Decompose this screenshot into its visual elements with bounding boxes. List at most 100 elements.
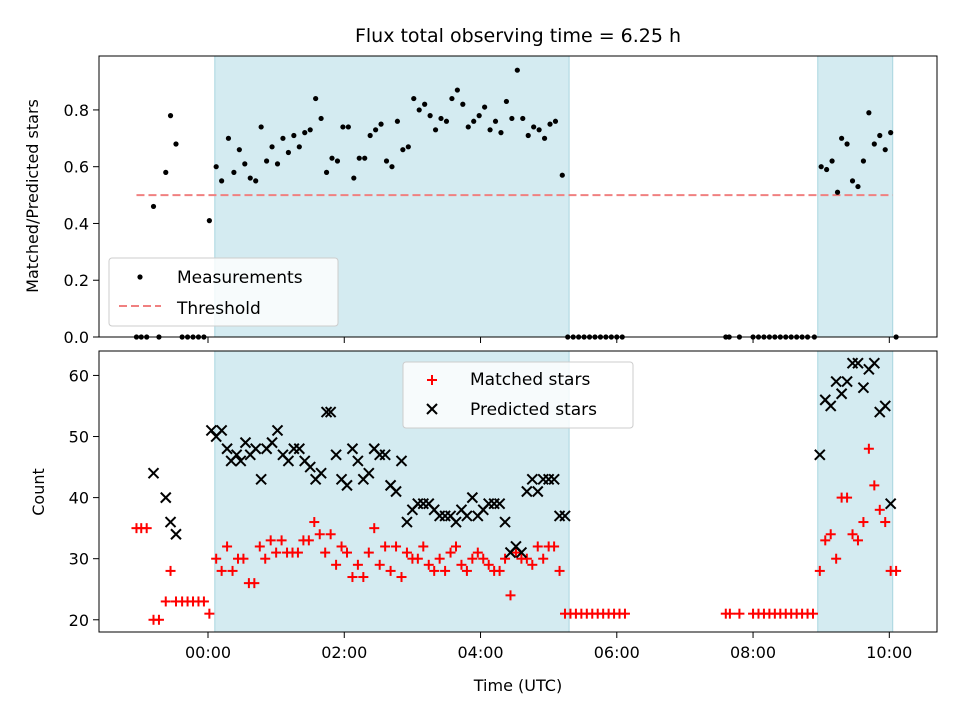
xtick-label: 04:00 bbox=[457, 643, 503, 662]
measurement-point bbox=[219, 178, 225, 184]
bottom-y-label: Count bbox=[29, 468, 48, 516]
predicted-star-point bbox=[521, 485, 533, 498]
matched-star-point bbox=[831, 553, 842, 564]
predicted-star-point bbox=[450, 516, 462, 528]
legend-matched-label: Matched stars bbox=[470, 370, 590, 390]
measurement-point bbox=[818, 164, 824, 170]
predicted-star-point bbox=[147, 467, 160, 479]
bottom-window-1 bbox=[817, 350, 894, 633]
matched-star-point bbox=[336, 541, 347, 552]
matched-star-point bbox=[724, 608, 735, 619]
measurement-point bbox=[150, 203, 157, 210]
matched-star-point bbox=[510, 547, 521, 558]
measurement-point bbox=[829, 158, 835, 164]
matched-star-point bbox=[467, 553, 478, 564]
matched-star-point bbox=[396, 572, 407, 583]
predicted-star-point bbox=[352, 455, 364, 467]
predicted-star-point bbox=[266, 436, 278, 449]
measurement-point bbox=[849, 178, 856, 184]
predicted-star-point bbox=[293, 443, 306, 455]
measurement-point bbox=[498, 130, 504, 136]
measurement-point bbox=[307, 127, 313, 133]
matched-star-point bbox=[352, 559, 363, 570]
measurement-point bbox=[269, 144, 275, 150]
measurement-point bbox=[438, 115, 444, 122]
matched-star-point bbox=[374, 559, 385, 570]
matched-star-point bbox=[216, 565, 227, 576]
measurement-point bbox=[173, 141, 179, 147]
measurement-point bbox=[264, 158, 270, 164]
measurement-point bbox=[280, 135, 286, 141]
matched-star-point bbox=[852, 535, 863, 546]
measurement-point bbox=[449, 95, 455, 102]
matched-star-point bbox=[204, 608, 215, 619]
measurement-point bbox=[487, 127, 493, 133]
matched-star-point bbox=[331, 559, 342, 570]
bottom-ytick-label: 60 bbox=[69, 366, 89, 385]
predicted-star-point bbox=[857, 381, 870, 394]
predicted-star-point bbox=[532, 485, 544, 498]
predicted-star-point bbox=[170, 528, 182, 540]
measurement-point bbox=[258, 124, 264, 130]
matched-star-point bbox=[222, 541, 233, 552]
top-ytick-label: 0.8 bbox=[64, 101, 89, 120]
measurement-point bbox=[247, 175, 253, 181]
xtick-label: 10:00 bbox=[866, 643, 912, 662]
legend-measurements-marker bbox=[137, 274, 143, 280]
matched-star-point bbox=[434, 553, 445, 564]
matched-star-point bbox=[380, 541, 391, 552]
matched-star-point bbox=[874, 504, 885, 515]
legend-measurements-label: Measurements bbox=[177, 268, 303, 288]
matched-star-point bbox=[309, 517, 320, 528]
bottom-ytick-label: 40 bbox=[69, 489, 89, 508]
matched-star-point bbox=[619, 608, 630, 619]
predicted-star-point bbox=[315, 467, 327, 479]
predicted-star-point bbox=[493, 498, 506, 510]
measurement-point bbox=[389, 164, 395, 170]
matched-star-point bbox=[401, 547, 412, 558]
matched-star-point bbox=[440, 565, 451, 576]
measurement-point bbox=[242, 161, 248, 167]
matched-star-point bbox=[265, 535, 276, 546]
measurement-point bbox=[882, 147, 888, 153]
matched-star-point bbox=[165, 565, 176, 576]
matched-star-point bbox=[341, 547, 352, 558]
matched-star-point bbox=[429, 565, 440, 576]
predicted-star-point bbox=[814, 449, 826, 461]
measurement-point bbox=[855, 183, 861, 190]
predicted-star-point bbox=[379, 449, 391, 461]
matched-star-point bbox=[472, 547, 483, 558]
top-panel-frame bbox=[98, 55, 938, 338]
legend-matched-marker bbox=[427, 375, 437, 385]
matched-star-point bbox=[391, 541, 402, 552]
bottom-x-axis: 00:00 02:00 04:00 06:00 08:00 10:00 bbox=[185, 632, 912, 662]
measurement-point bbox=[274, 161, 281, 167]
top-ytick-label: 0.0 bbox=[64, 328, 89, 347]
matched-star-point bbox=[325, 529, 336, 540]
measurement-point bbox=[213, 164, 219, 170]
measurement-points bbox=[133, 67, 899, 340]
measurement-point bbox=[285, 149, 292, 156]
bottom-panel-frame bbox=[98, 350, 938, 633]
predicted-star-point bbox=[401, 516, 413, 528]
measurement-point bbox=[520, 115, 526, 122]
predicted-stars-points bbox=[147, 357, 897, 559]
predicted-star-point bbox=[830, 375, 842, 388]
matched-star-point bbox=[445, 547, 456, 558]
top-y-axis: 0.0 0.2 0.4 0.6 0.8 bbox=[64, 101, 99, 347]
measurement-point bbox=[443, 118, 450, 124]
matched-star-point bbox=[858, 517, 869, 528]
legend-threshold-label: Threshold bbox=[176, 299, 261, 319]
predicted-star-point bbox=[466, 491, 479, 504]
measurement-point bbox=[163, 169, 169, 175]
measurement-point bbox=[422, 101, 428, 107]
predicted-star-point bbox=[884, 498, 897, 510]
matched-star-point bbox=[456, 559, 467, 570]
matched-star-point bbox=[891, 565, 902, 576]
measurement-point bbox=[411, 95, 417, 102]
measurement-point bbox=[383, 158, 390, 164]
predicted-star-point bbox=[395, 455, 408, 467]
predicted-star-point bbox=[499, 516, 511, 528]
predicted-star-point bbox=[390, 485, 402, 498]
matched-star-point bbox=[842, 492, 853, 503]
